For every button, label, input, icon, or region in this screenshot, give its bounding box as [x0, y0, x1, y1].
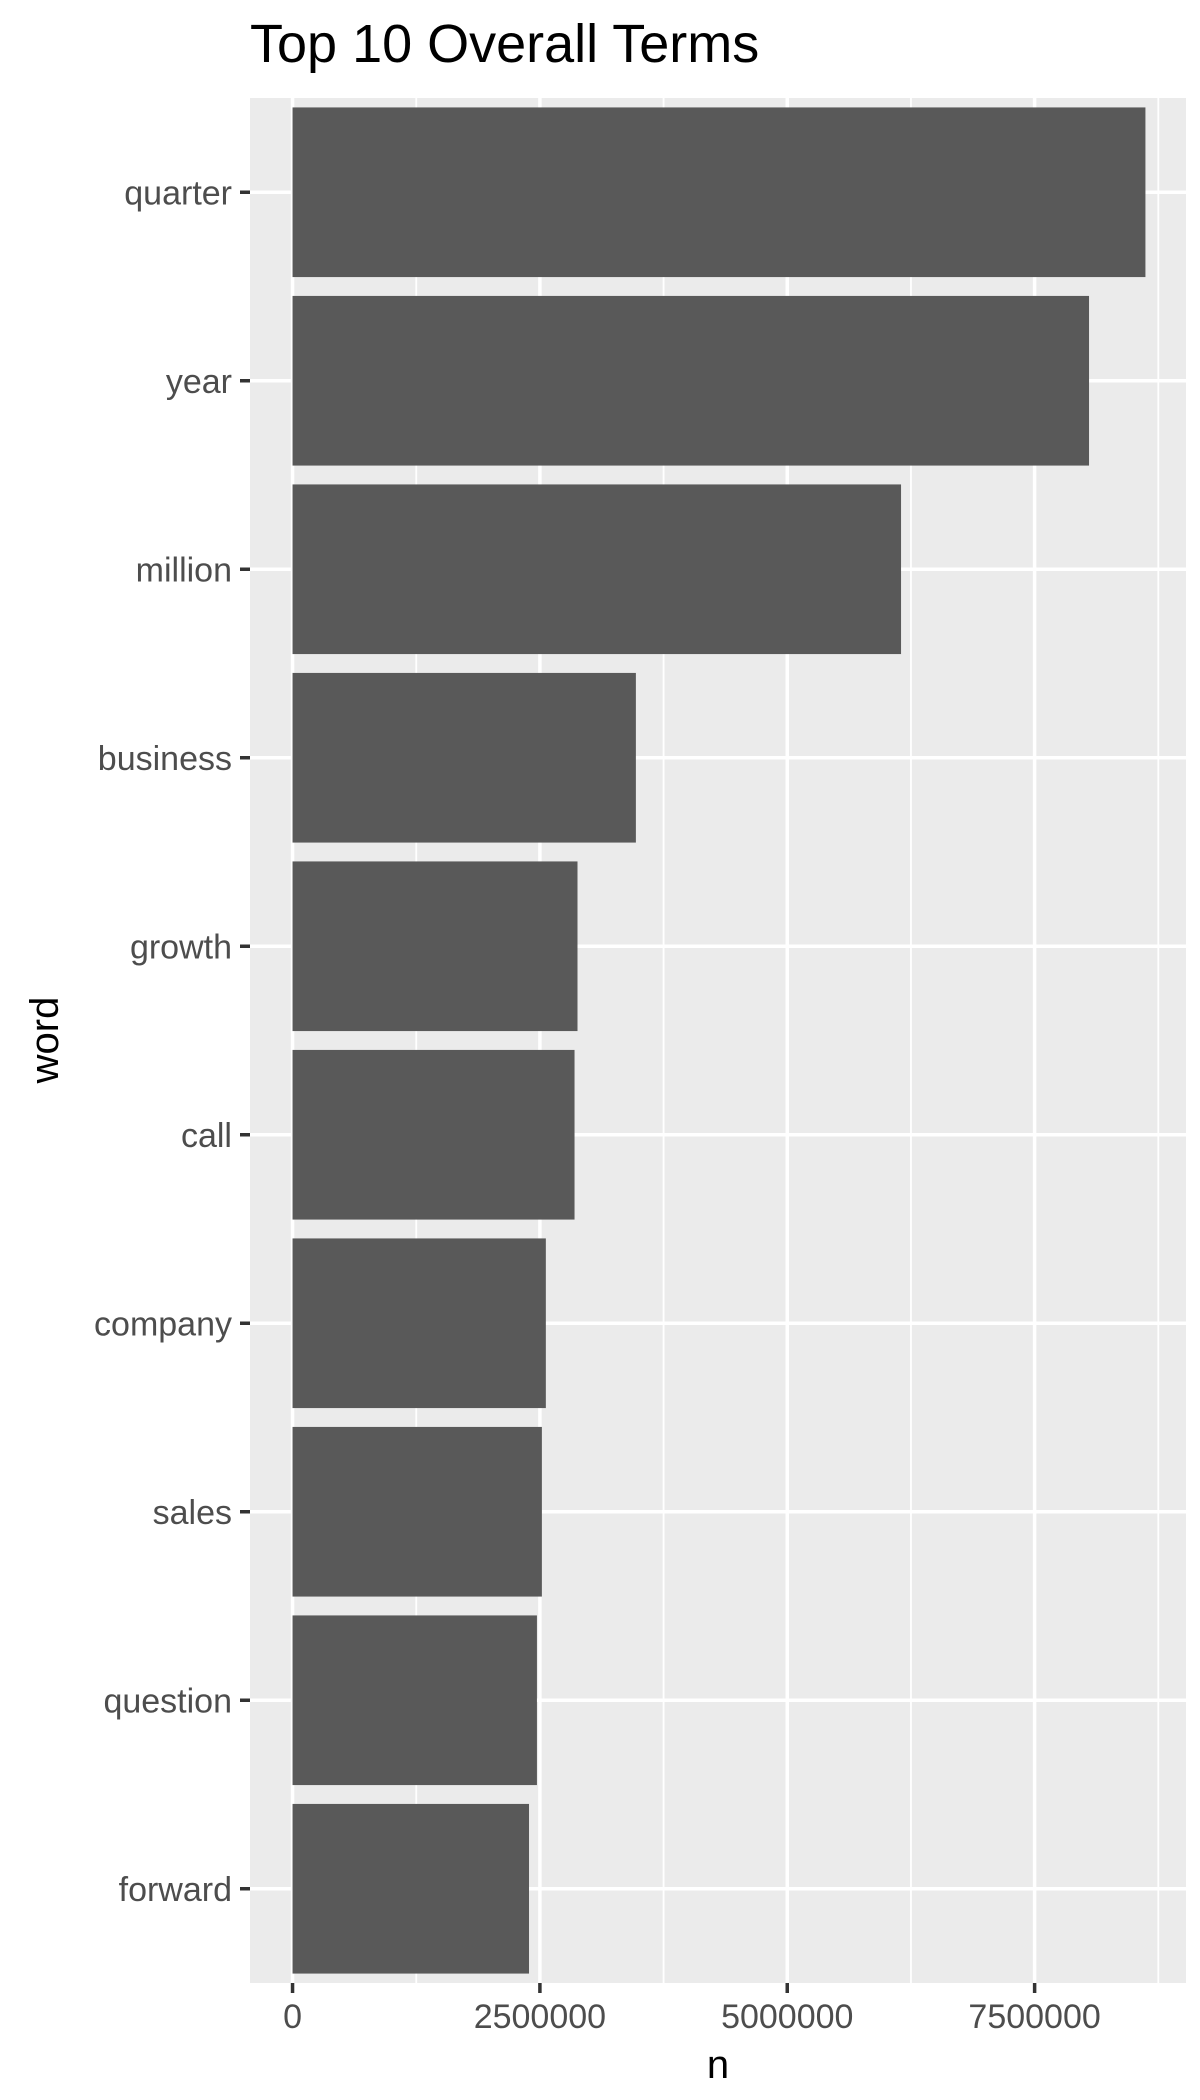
y-tick-label-forward: forward: [119, 1871, 232, 1909]
bar-growth: [292, 861, 578, 1032]
bar-million: [292, 484, 902, 655]
bar-sales: [292, 1426, 542, 1597]
y-tick-label-business: business: [98, 740, 232, 778]
x-axis: 0 2500000 5000000 7500000: [283, 1983, 1101, 2036]
bar-company: [292, 1238, 546, 1409]
y-tick-label-company: company: [94, 1305, 232, 1343]
bar-forward: [292, 1803, 530, 1974]
bar-business: [292, 672, 636, 843]
y-tick-label-quarter: quarter: [124, 174, 232, 212]
chart-title: Top 10 Overall Terms: [250, 14, 759, 74]
x-axis-title: n: [707, 2043, 729, 2087]
bar-call: [292, 1049, 575, 1220]
bar-year: [292, 295, 1090, 466]
x-tick-label: 5000000: [721, 1998, 853, 2036]
bars: [292, 107, 1146, 1974]
y-tick-label-million: million: [136, 551, 232, 589]
y-tick-label-question: question: [103, 1682, 232, 1720]
y-tick-label-call: call: [181, 1117, 232, 1155]
y-tick-label-sales: sales: [153, 1494, 232, 1532]
y-axis: quarter year million business growth call comp…: [94, 174, 250, 1909]
y-tick-label-year: year: [166, 363, 232, 401]
y-tick-label-growth: growth: [130, 928, 232, 966]
x-tick-label: 2500000: [474, 1998, 606, 2036]
x-tick-label: 7500000: [968, 1998, 1100, 2036]
y-axis-title: word: [23, 997, 67, 1085]
bar-quarter: [292, 107, 1146, 278]
x-tick-label: 0: [283, 1998, 302, 2036]
bar-question: [292, 1615, 537, 1786]
